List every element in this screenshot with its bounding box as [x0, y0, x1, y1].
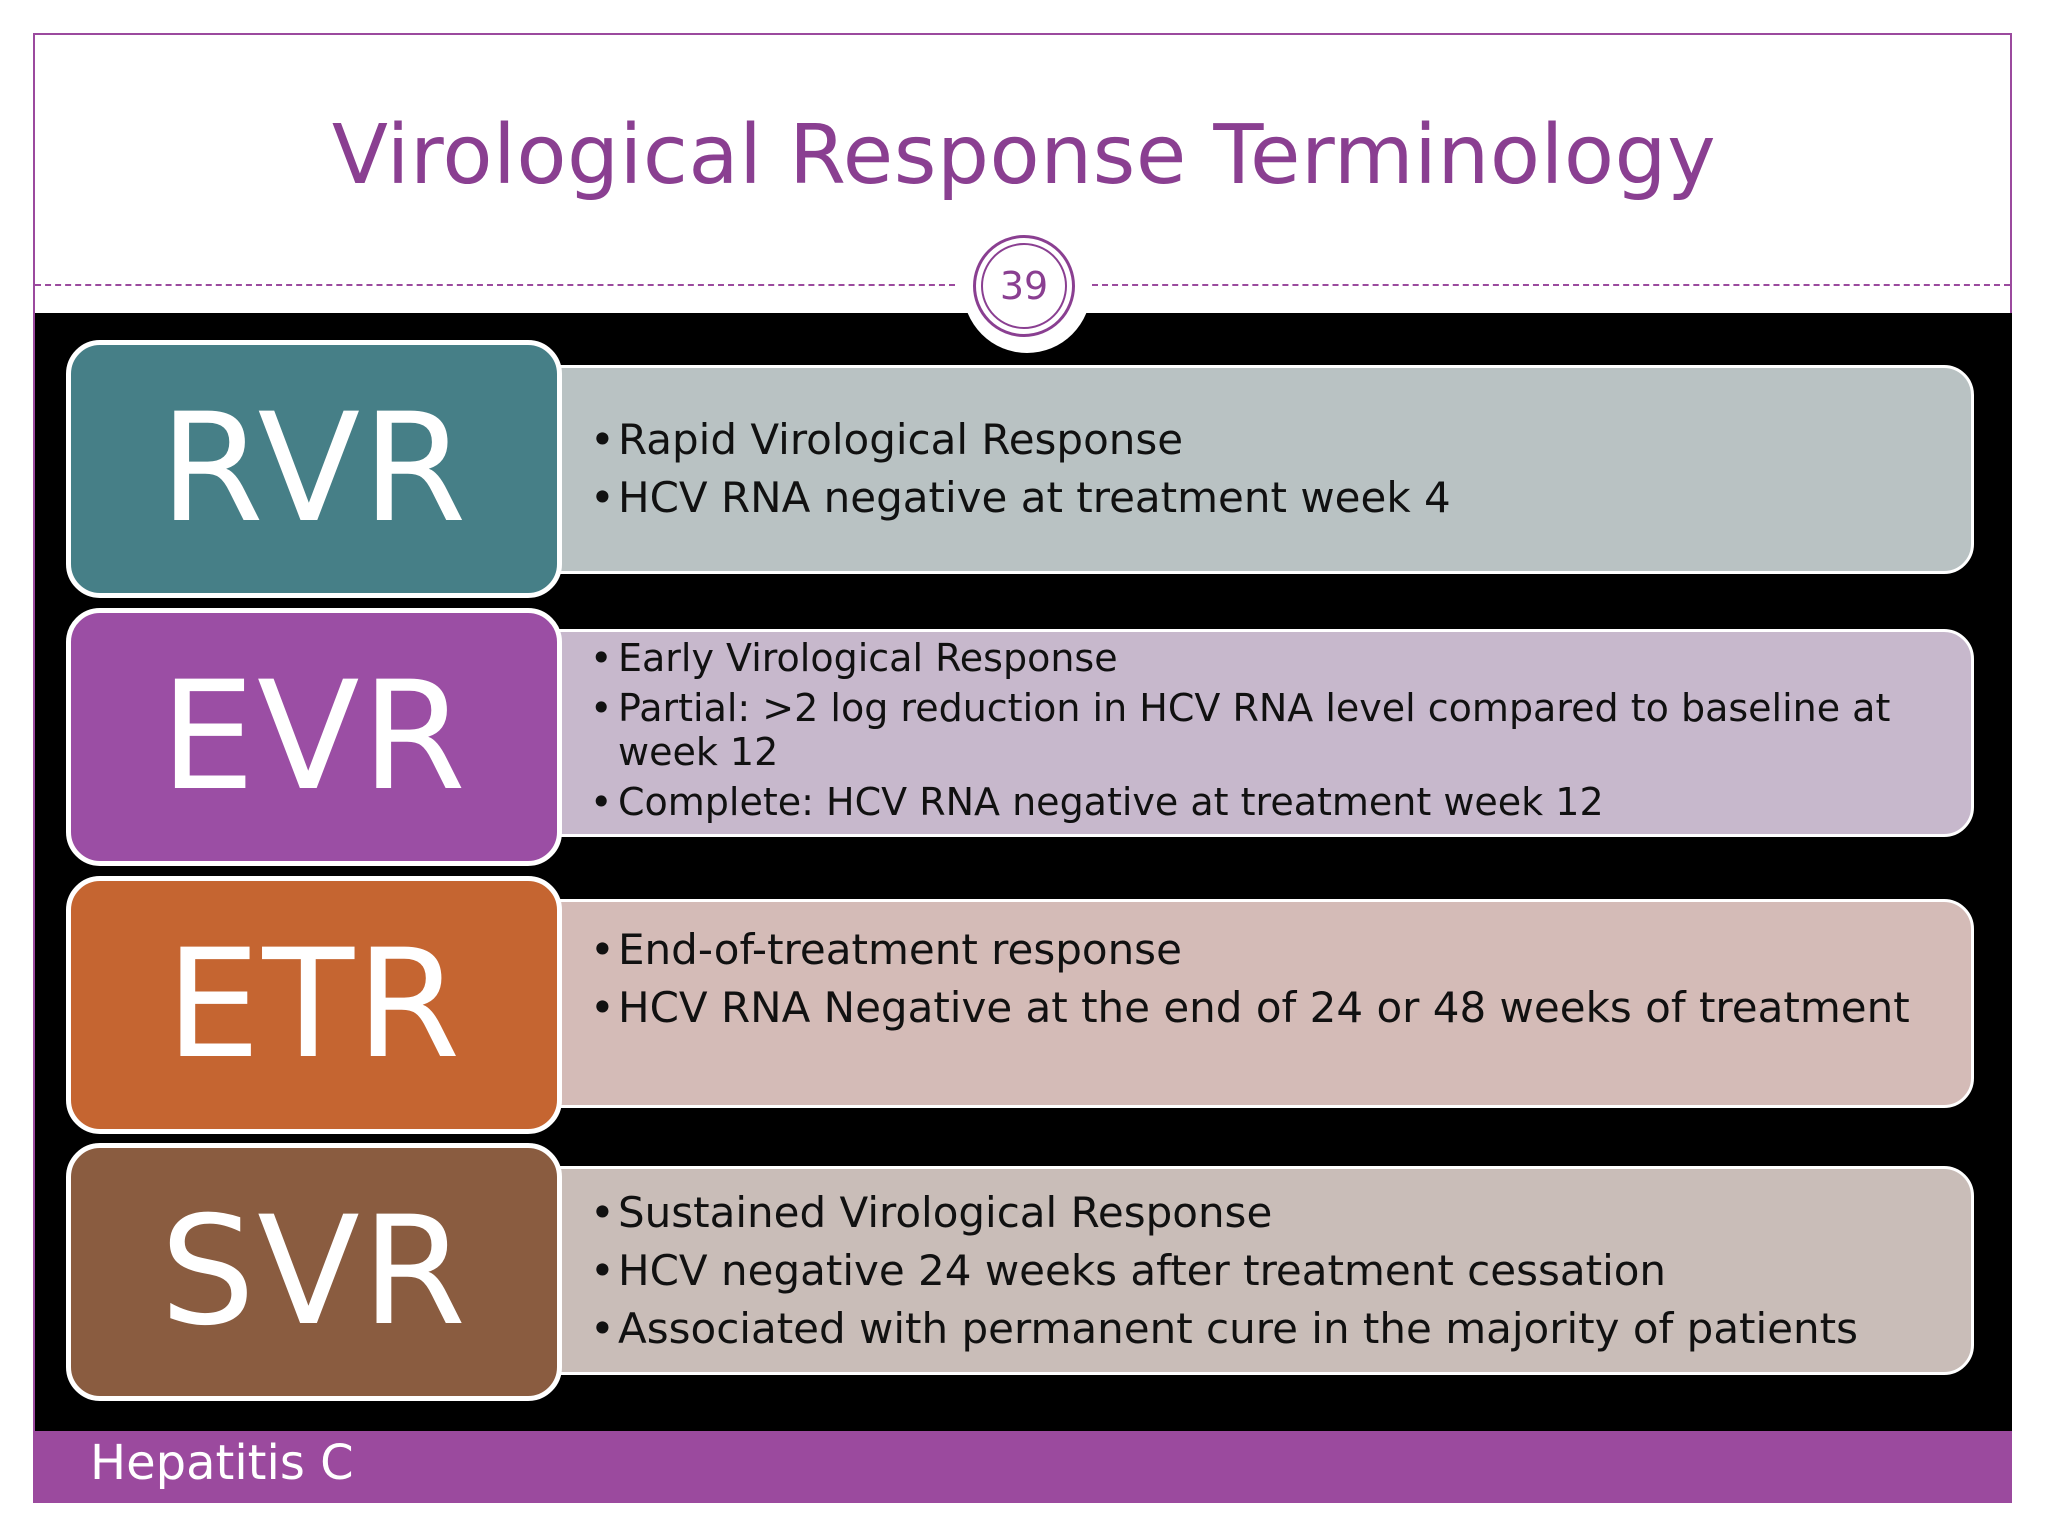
list-item: Complete: HCV RNA negative at treatment … — [590, 780, 1968, 824]
list-item: Partial: >2 log reduction in HCV RNA lev… — [590, 686, 1968, 774]
rvr-key: RVR — [66, 340, 562, 598]
list-item: HCV RNA Negative at the end of 24 or 48 … — [590, 979, 1968, 1037]
list-item: Early Virological Response — [590, 636, 1968, 680]
evr-bullets: Early Virological Response Partial: >2 l… — [590, 636, 1968, 830]
list-item: HCV negative 24 weeks after treatment ce… — [590, 1242, 1968, 1300]
list-item: Rapid Virological Response — [590, 411, 1968, 469]
footer-label: Hepatitis C — [90, 1435, 354, 1491]
etr-key: ETR — [66, 876, 562, 1134]
etr-bullets: End-of-treatment response HCV RNA Negati… — [590, 921, 1968, 1037]
list-item: Associated with permanent cure in the ma… — [590, 1300, 1968, 1358]
list-item: End-of-treatment response — [590, 921, 1968, 979]
svr-key: SVR — [66, 1143, 562, 1401]
svr-bullets: Sustained Virological Response HCV negat… — [590, 1184, 1968, 1358]
rvr-bullets: Rapid Virological Response HCV RNA negat… — [590, 411, 1968, 527]
evr-key: EVR — [66, 608, 562, 866]
divider-left — [35, 284, 955, 286]
list-item: HCV RNA negative at treatment week 4 — [590, 469, 1968, 527]
slide-title: Virological Response Terminology — [331, 108, 1717, 203]
list-item: Sustained Virological Response — [590, 1184, 1968, 1242]
footer-bar: Hepatitis C — [35, 1431, 2012, 1501]
page-number: 39 — [981, 243, 1067, 329]
divider-right — [1092, 284, 2010, 286]
